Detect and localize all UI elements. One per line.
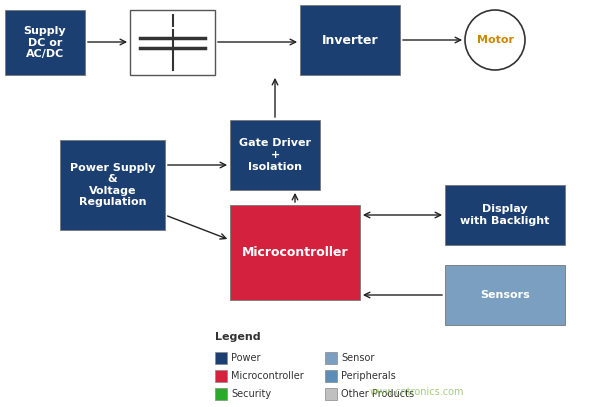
- Text: www.cntronics.com: www.cntronics.com: [370, 387, 464, 397]
- FancyBboxPatch shape: [445, 185, 565, 245]
- Text: Sensor: Sensor: [341, 353, 374, 363]
- Text: Supply
DC or
AC/DC: Supply DC or AC/DC: [23, 26, 67, 59]
- FancyBboxPatch shape: [215, 388, 227, 400]
- Text: Microcontroller: Microcontroller: [242, 246, 349, 259]
- Text: Display
with Backlight: Display with Backlight: [460, 204, 550, 226]
- FancyBboxPatch shape: [325, 352, 337, 364]
- Text: Microcontroller: Microcontroller: [231, 371, 304, 381]
- Text: Security: Security: [231, 389, 271, 399]
- FancyBboxPatch shape: [215, 352, 227, 364]
- Text: Sensors: Sensors: [480, 290, 530, 300]
- FancyBboxPatch shape: [215, 370, 227, 382]
- FancyBboxPatch shape: [5, 10, 85, 75]
- Text: Inverter: Inverter: [322, 33, 379, 46]
- Text: Power Supply
&
Voltage
Regulation: Power Supply & Voltage Regulation: [70, 163, 155, 208]
- FancyBboxPatch shape: [325, 388, 337, 400]
- FancyBboxPatch shape: [60, 140, 165, 230]
- Text: Motor: Motor: [476, 35, 514, 45]
- Text: Legend: Legend: [215, 332, 260, 342]
- FancyBboxPatch shape: [300, 5, 400, 75]
- FancyBboxPatch shape: [445, 265, 565, 325]
- FancyBboxPatch shape: [230, 205, 360, 300]
- Text: Gate Driver
+
Isolation: Gate Driver + Isolation: [239, 138, 311, 172]
- Circle shape: [465, 10, 525, 70]
- FancyBboxPatch shape: [130, 10, 215, 75]
- Text: Other Products: Other Products: [341, 389, 414, 399]
- FancyBboxPatch shape: [230, 120, 320, 190]
- Text: Power: Power: [231, 353, 260, 363]
- Text: Peripherals: Peripherals: [341, 371, 396, 381]
- FancyBboxPatch shape: [325, 370, 337, 382]
